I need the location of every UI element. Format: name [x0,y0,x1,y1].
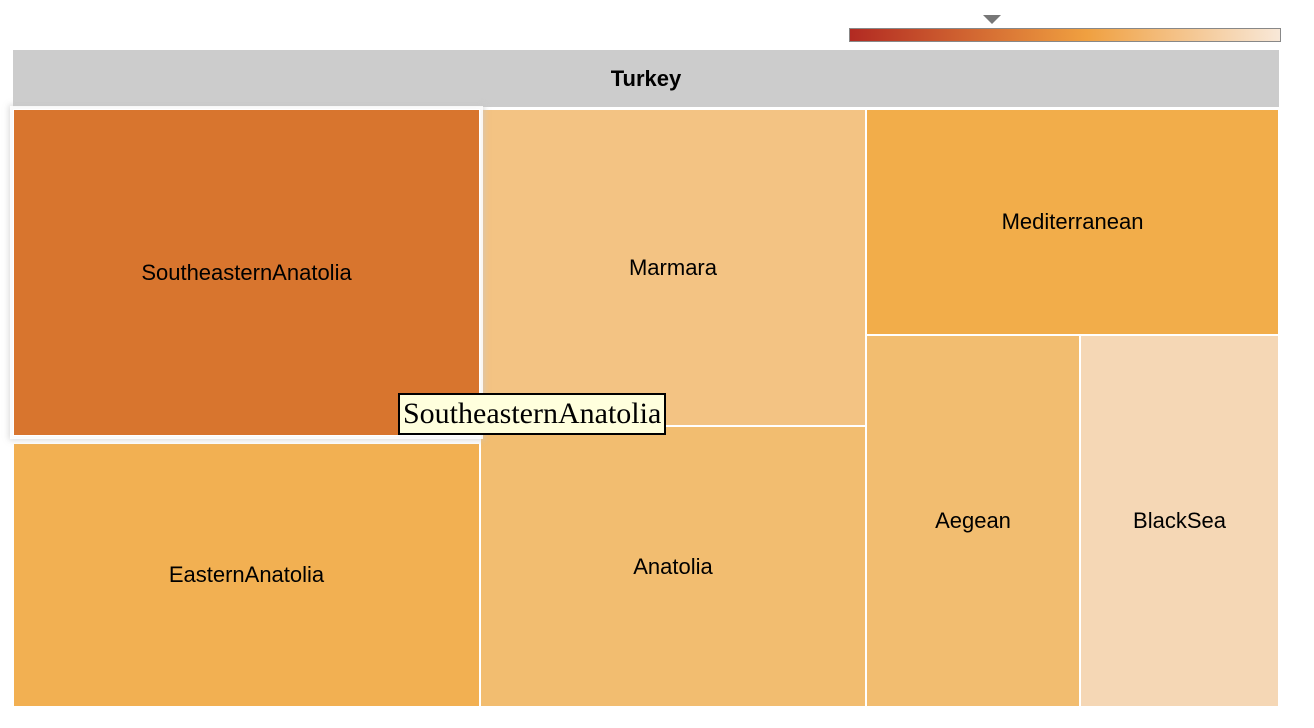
color-scale-marker [982,15,1001,24]
treemap-cell-blacksea[interactable]: BlackSea [1080,335,1279,707]
treemap-cell-aegean[interactable]: Aegean [866,335,1080,707]
treemap-cell-mediterranean[interactable]: Mediterranean [866,109,1279,335]
treemap-cell-easternanatolia[interactable]: EasternAnatolia [13,443,480,707]
treemap-cell-anatolia[interactable]: Anatolia [480,426,866,707]
tooltip: SoutheasternAnatolia [398,393,667,435]
treemap-root-header[interactable]: Turkey [13,50,1279,107]
color-scale-legend [849,28,1281,42]
treemap-cell-marmara[interactable]: Marmara [480,109,866,426]
treemap-cell-southeasternanatolia[interactable]: SoutheasternAnatolia [13,109,480,436]
